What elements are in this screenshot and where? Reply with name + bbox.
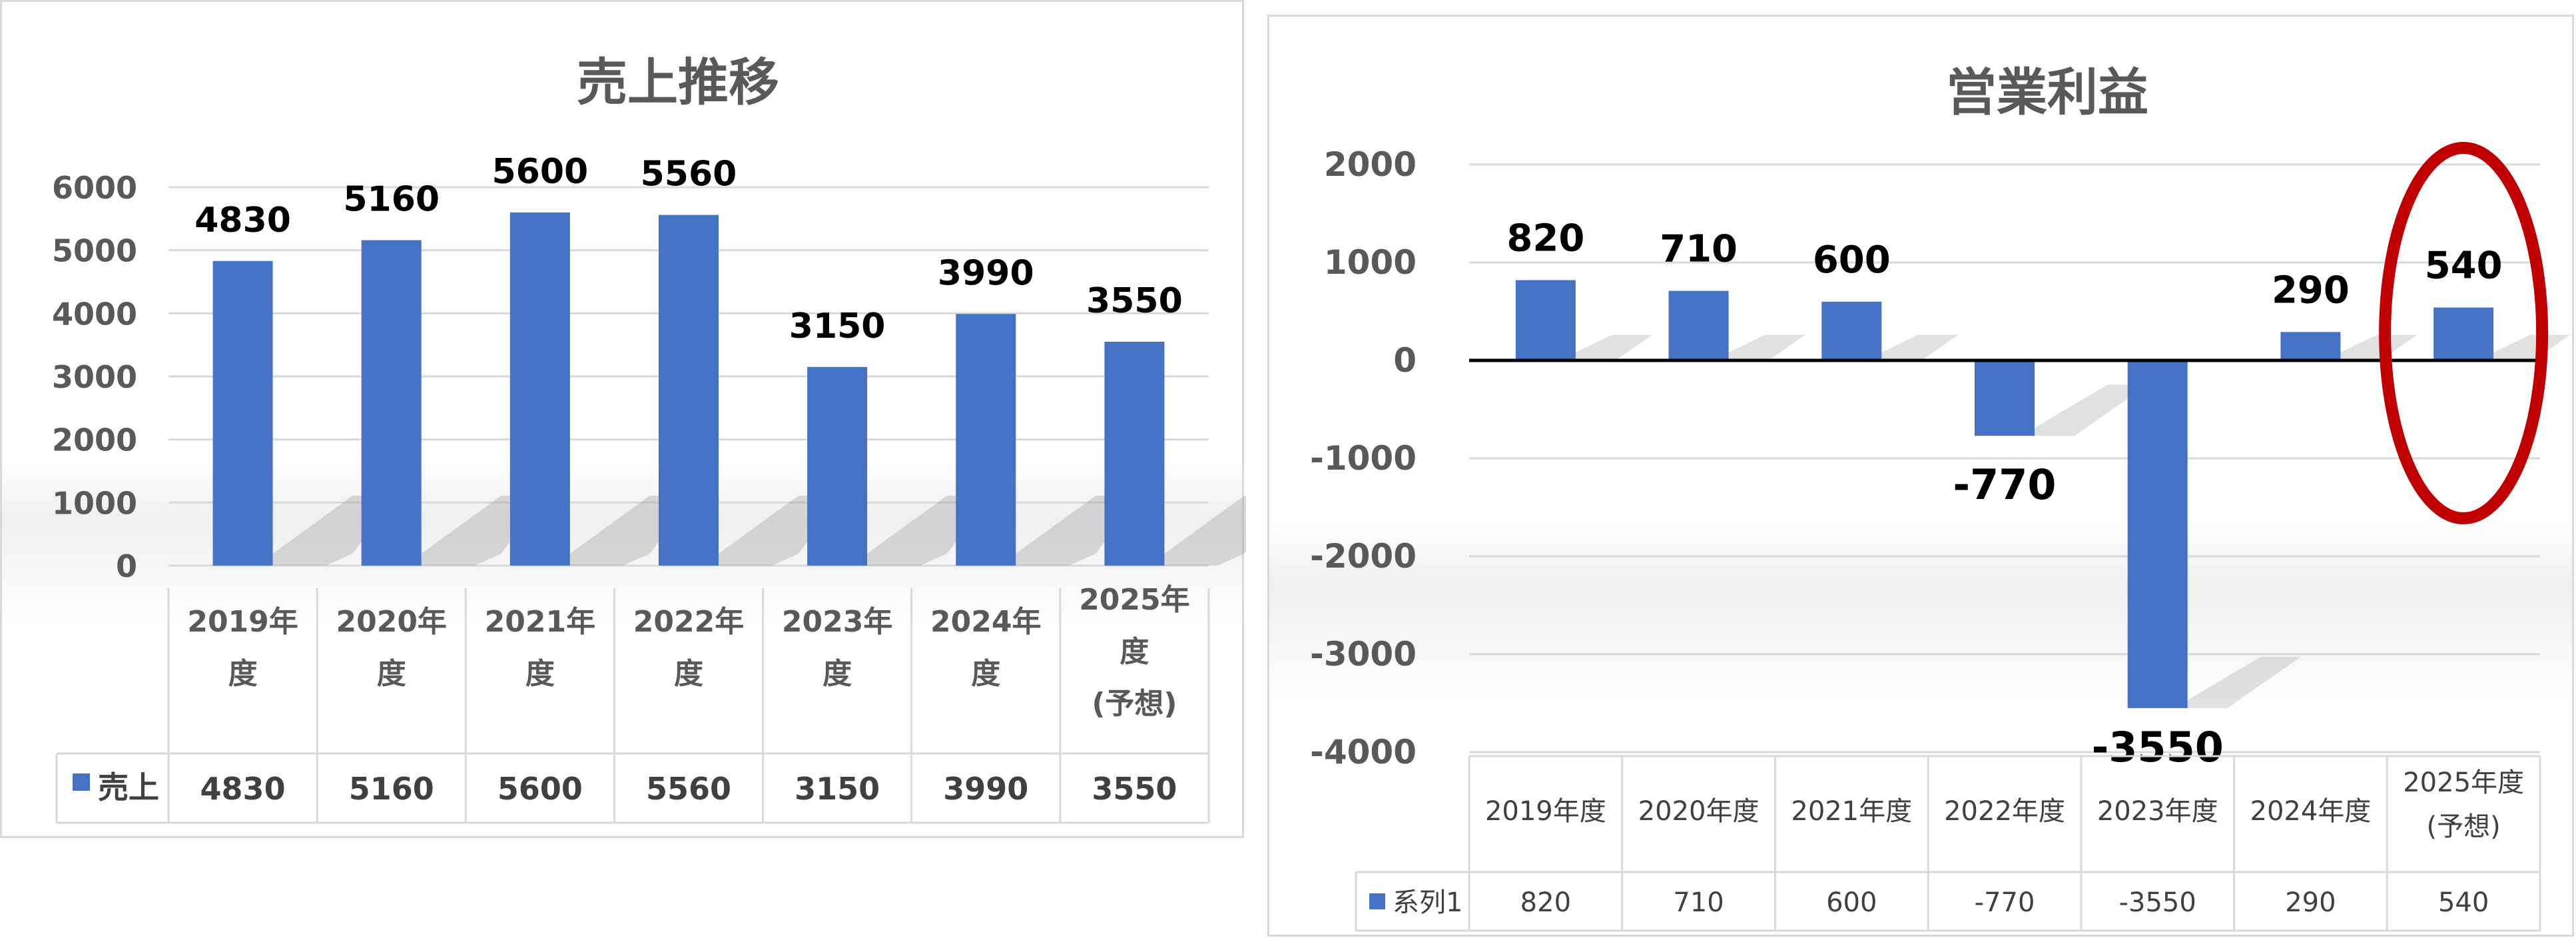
bar-shadow (1728, 334, 1805, 360)
table-value-cell: 600 (1826, 887, 1877, 918)
legend-key (1369, 893, 1385, 909)
category-label: 2020年度 (1638, 796, 1760, 827)
y-tick-label: -2000 (1310, 537, 1417, 576)
legend-series-name: 系列1 (1393, 887, 1462, 918)
category-label: 度 (674, 657, 703, 691)
bar (956, 314, 1016, 566)
bar-shadow (1164, 496, 1246, 566)
category-label: 度 (525, 657, 555, 691)
chart-title: 売上推移 (577, 53, 779, 112)
legend-series-name: 売上 (98, 769, 159, 805)
y-tick-label: -1000 (1310, 439, 1417, 478)
category-label: 度 (228, 657, 258, 691)
data-label: 820 (1506, 217, 1584, 260)
y-tick-label: 2000 (52, 422, 137, 458)
legend-key (73, 773, 90, 791)
bar (1515, 280, 1576, 360)
bar-shadow (2187, 656, 2301, 708)
y-tick-label: 2000 (1324, 145, 1417, 184)
y-tick-label: -3000 (1310, 635, 1417, 674)
chart-title: 営業利益 (1946, 63, 2148, 122)
category-label: 2020年 (336, 605, 446, 639)
y-tick-label: 6000 (52, 170, 137, 206)
table-value-cell: 710 (1673, 887, 1724, 918)
data-label: 3550 (1086, 281, 1183, 321)
bar-shadow (1575, 334, 1652, 360)
category-label: 2019年度 (1485, 796, 1606, 827)
table-value-cell: -770 (1975, 887, 2035, 918)
y-tick-label: 3000 (52, 359, 137, 395)
category-label: (予想) (2427, 811, 2501, 842)
bar (1668, 290, 1729, 360)
data-label: 600 (1813, 238, 1891, 282)
table-value-cell: 5160 (349, 771, 434, 807)
bar (2127, 360, 2188, 708)
bar (2280, 332, 2341, 360)
data-label: 3990 (938, 253, 1034, 293)
bar (1975, 360, 2035, 436)
category-label: 度 (377, 657, 406, 691)
bar (1104, 341, 1165, 566)
data-label: 290 (2272, 268, 2350, 312)
bar (659, 215, 719, 566)
bar-shadow (2493, 334, 2571, 360)
data-label: 3150 (789, 306, 886, 346)
bar (1821, 301, 1882, 360)
bar (2433, 307, 2494, 360)
category-label: 度 (971, 657, 1000, 691)
table-value-cell: 3550 (1092, 771, 1177, 807)
bar-shadow (2035, 384, 2148, 436)
category-label: 2019年 (187, 605, 298, 639)
bar (361, 240, 422, 566)
table-value-cell: 290 (2285, 887, 2336, 918)
data-label: 540 (2425, 244, 2503, 288)
category-label: 2022年度 (1944, 796, 2065, 827)
category-label: 2025年 (1079, 583, 1189, 617)
category-label: 2024年度 (2250, 796, 2372, 827)
sales-chart-panel: 売上推移 0 1000 2000 3000 4000 5000 6000 4830 5160 560… (0, 0, 1246, 838)
data-label: 5160 (343, 180, 440, 220)
table-value-cell: 4830 (200, 771, 286, 807)
table-value-cell: 540 (2438, 887, 2489, 918)
table-value-cell: 3150 (795, 771, 880, 807)
data-label: 5560 (641, 155, 737, 195)
y-tick-label: -4000 (1310, 733, 1417, 771)
emphasis-ellipse (2379, 142, 2549, 524)
y-tick-label: 5000 (52, 233, 137, 269)
category-label: 度 (822, 657, 852, 691)
y-tick-label: 1000 (52, 485, 137, 521)
table-value-cell: 3990 (943, 771, 1028, 807)
table-value-cell: 5600 (497, 771, 583, 807)
category-label: 2021年度 (1791, 796, 1912, 827)
table-value-cell: 820 (1520, 887, 1571, 918)
category-label: 2024年 (930, 605, 1041, 639)
data-label: -770 (1953, 460, 2056, 509)
y-tick-label: 0 (1393, 341, 1417, 380)
data-label: 710 (1660, 228, 1738, 271)
y-tick-label: 4000 (52, 296, 137, 332)
data-label: 5600 (491, 152, 588, 192)
data-label: -3550 (2092, 723, 2224, 771)
table-value-cell: -3550 (2119, 887, 2196, 918)
operating-profit-chart: 営業利益 -4000 -3000 -2000 -1000 0 1000 2000 820 710 6… (1310, 63, 2571, 932)
operating-profit-chart-panel: 営業利益 -4000 -3000 -2000 -1000 0 1000 2000 820 710 6… (1267, 15, 2574, 937)
bar (807, 366, 868, 566)
table-value-cell: 5560 (646, 771, 731, 807)
y-tick-label: 0 (116, 548, 137, 584)
y-tick-label: 1000 (1324, 243, 1417, 282)
sales-chart: 売上推移 0 1000 2000 3000 4000 5000 6000 4830 5160 560… (52, 53, 1246, 824)
bar-shadow (2340, 334, 2417, 360)
category-label: 2021年 (485, 605, 595, 639)
category-label: 2022年 (633, 605, 744, 639)
bar (509, 212, 570, 566)
bar (212, 260, 273, 566)
data-label: 4830 (194, 201, 291, 240)
category-label: 2023年 (782, 605, 892, 639)
category-label: (予想) (1092, 687, 1177, 721)
bar-shadow (1881, 334, 1959, 360)
category-label: 2025年度 (2403, 767, 2524, 798)
category-label: 2023年度 (2097, 796, 2218, 827)
category-label: 度 (1120, 635, 1149, 669)
